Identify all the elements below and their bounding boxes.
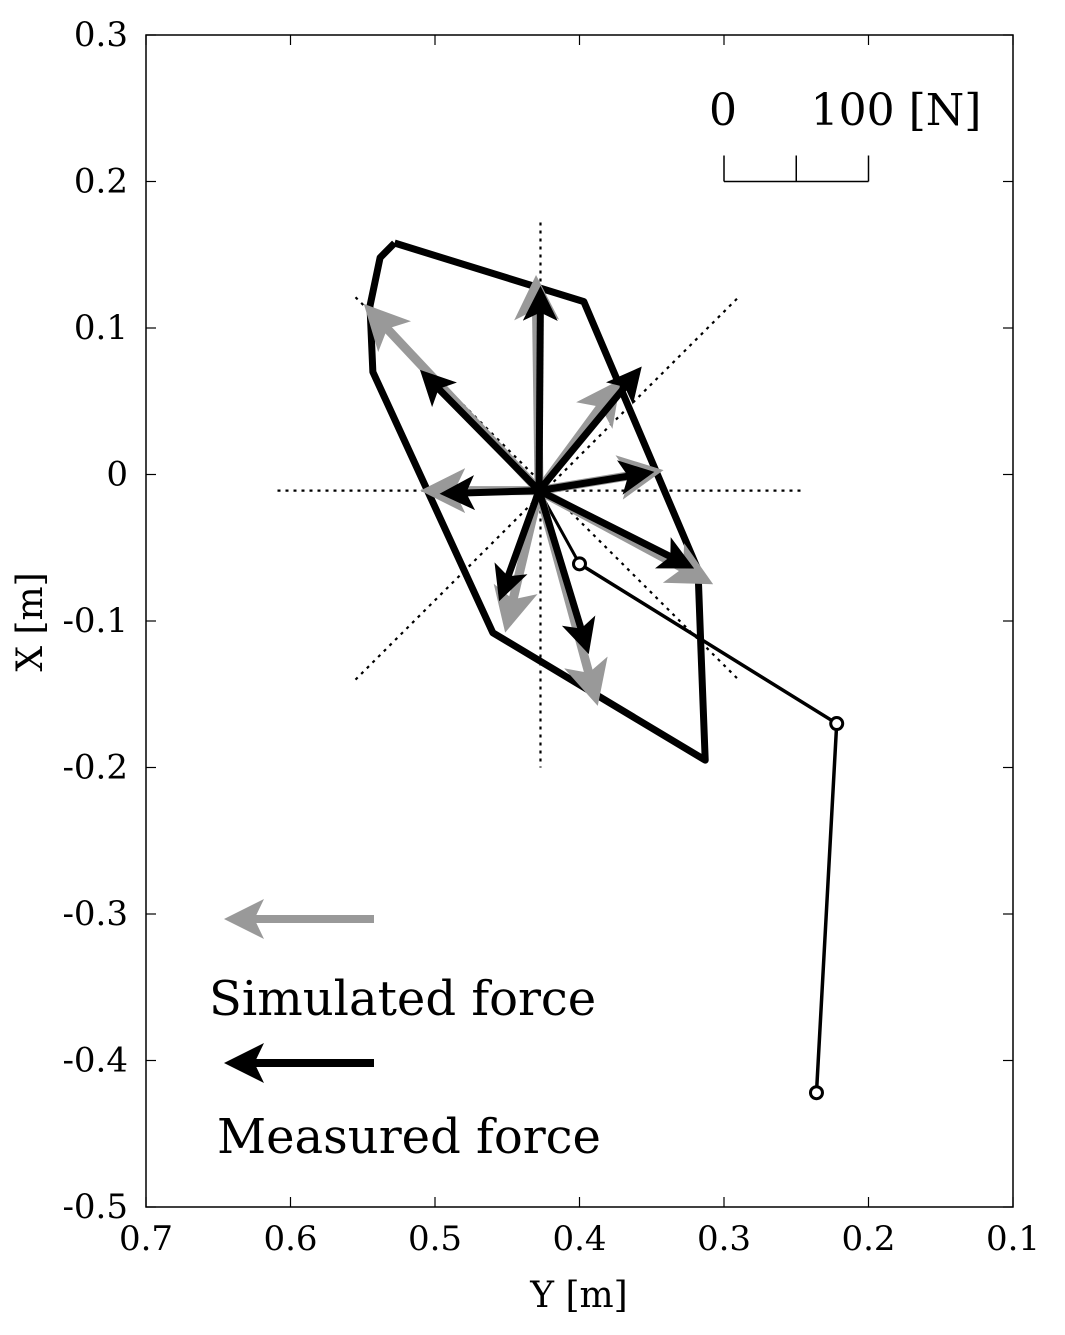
x-tick-label: 0.7 <box>119 1219 173 1259</box>
force-scale: 0 100 [N] <box>709 85 982 183</box>
scale-label-zero: 0 <box>709 85 737 136</box>
y-axis-label: X [m] <box>10 572 51 671</box>
x-tick-label: 0.1 <box>986 1219 1040 1259</box>
arm-joint <box>572 556 587 572</box>
arm-joint <box>808 1085 824 1101</box>
scale-label-max: 100 [N] <box>811 85 982 136</box>
measured-force-arrow <box>537 487 695 569</box>
measured-force-arrow <box>419 369 542 494</box>
arm-joint <box>829 716 845 732</box>
y-tick-label: -0.5 <box>62 1187 128 1227</box>
x-tick-label: 0.3 <box>697 1219 751 1259</box>
arm-link <box>578 562 839 1093</box>
measured-force-arrow <box>522 285 558 491</box>
y-tick-label: -0.1 <box>62 601 128 641</box>
x-tick-label: 0.5 <box>408 1219 462 1259</box>
y-tick-label: 0.3 <box>74 15 128 55</box>
measured-force-arrow <box>538 460 655 495</box>
dotted-line <box>354 296 740 681</box>
measured-force-arrow <box>439 475 540 511</box>
measured-force-arrow <box>536 366 642 493</box>
x-axis-ticks: 0.7 0.6 0.5 0.4 0.3 0.2 0.1 <box>119 35 1040 1259</box>
scale-bar <box>723 155 870 183</box>
y-tick-label: 0.1 <box>74 308 128 348</box>
measured-force-arrow <box>535 489 596 655</box>
x-tick-label: 0.4 <box>552 1219 606 1259</box>
x-tick-label: 0.2 <box>841 1219 895 1259</box>
y-tick-label: -0.4 <box>62 1041 128 1081</box>
x-tick-label: 0.6 <box>263 1219 317 1259</box>
measured-force-arrows <box>419 285 695 655</box>
legend: Simulated force Measured force <box>209 899 601 1165</box>
y-axis-ticks: 0.3 0.2 0.1 0 -0.1 -0.2 -0.3 -0.4 -0.5 <box>62 15 1013 1227</box>
y-tick-label: 0.2 <box>74 162 128 202</box>
legend-measured-label: Measured force <box>217 1109 601 1165</box>
y-tick-label: -0.3 <box>62 894 128 934</box>
y-tick-label: 0 <box>106 455 128 495</box>
measured-force-arrow <box>494 489 543 602</box>
x-axis-label: Y [m] <box>529 1275 627 1316</box>
y-tick-label: -0.2 <box>62 748 128 788</box>
legend-simulated-label: Simulated force <box>209 971 596 1027</box>
